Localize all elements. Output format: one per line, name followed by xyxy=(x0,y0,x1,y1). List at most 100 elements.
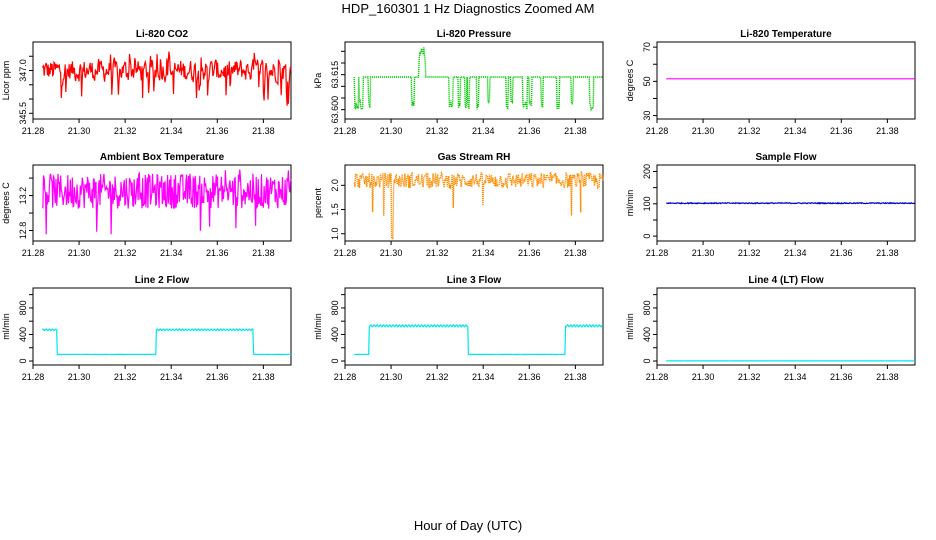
y-tick-label: 0 xyxy=(642,234,652,239)
x-axis-title: Hour of Day (UTC) xyxy=(413,518,523,533)
y-axis-label: Licor ppm xyxy=(1,61,11,101)
y-tick-label: 800 xyxy=(642,300,652,315)
panel-title: Li-820 Pressure xyxy=(437,29,512,40)
x-tick-label: 21.30 xyxy=(692,248,715,258)
x-tick-label: 21.32 xyxy=(426,248,449,258)
x-tick-label: 21.30 xyxy=(68,248,91,258)
y-axis-label: ml/min xyxy=(1,313,11,340)
x-tick-label: 21.30 xyxy=(68,126,91,136)
x-tick-label: 21.30 xyxy=(68,372,91,382)
panel-frame xyxy=(344,164,604,242)
x-tick-label: 21.32 xyxy=(114,126,137,136)
x-tick-label: 21.32 xyxy=(426,126,449,136)
x-tick-label: 21.38 xyxy=(564,248,587,258)
x-tick-label: 21.34 xyxy=(472,248,495,258)
x-tick-label: 21.28 xyxy=(334,126,357,136)
x-tick-label: 21.28 xyxy=(646,126,669,136)
x-tick-label: 21.34 xyxy=(160,126,183,136)
panel-frame xyxy=(32,287,292,366)
x-tick-label: 21.34 xyxy=(784,126,807,136)
x-tick-label: 21.34 xyxy=(784,372,807,382)
x-tick-label: 21.38 xyxy=(564,372,587,382)
series-line xyxy=(354,323,604,356)
x-tick-label: 21.36 xyxy=(518,372,541,382)
y-tick-label: 0 xyxy=(642,359,652,364)
panel-title: Line 2 Flow xyxy=(135,275,190,286)
y-tick-label: 12.8 xyxy=(18,222,28,240)
y-axis-label: degrees C xyxy=(625,59,635,101)
y-axis-label: degrees C xyxy=(1,182,11,224)
panel-title: Ambient Box Temperature xyxy=(100,152,225,163)
x-tick-label: 21.32 xyxy=(738,372,761,382)
x-tick-label: 21.28 xyxy=(646,248,669,258)
x-tick-label: 21.32 xyxy=(114,372,137,382)
x-tick-label: 21.38 xyxy=(876,372,899,382)
panel-title: Li-820 Temperature xyxy=(740,29,832,40)
panel-title: Line 3 Flow xyxy=(447,275,502,286)
panel-title: Gas Stream RH xyxy=(438,152,511,163)
x-tick-label: 21.32 xyxy=(738,248,761,258)
x-tick-label: 21.28 xyxy=(646,372,669,382)
y-axis-label: ml/min xyxy=(313,313,323,340)
y-tick-label: 50 xyxy=(642,76,652,86)
x-tick-label: 21.28 xyxy=(334,248,357,258)
x-tick-label: 21.28 xyxy=(334,372,357,382)
y-tick-label: 2.0 xyxy=(330,179,340,192)
y-tick-label: 0 xyxy=(330,359,340,364)
x-tick-label: 21.28 xyxy=(22,248,45,258)
y-tick-label: 400 xyxy=(330,327,340,342)
series-line xyxy=(666,201,916,205)
x-tick-label: 21.34 xyxy=(472,372,495,382)
x-tick-label: 21.30 xyxy=(692,126,715,136)
x-tick-label: 21.38 xyxy=(876,248,899,258)
x-tick-label: 21.38 xyxy=(564,126,587,136)
x-tick-label: 21.32 xyxy=(426,372,449,382)
y-axis-label: kPa xyxy=(313,73,323,89)
series-line xyxy=(41,328,292,356)
y-tick-label: 400 xyxy=(18,327,28,342)
series-line xyxy=(353,170,604,240)
x-tick-label: 21.30 xyxy=(692,372,715,382)
y-tick-label: 63.615 xyxy=(330,61,340,89)
series-line xyxy=(353,47,603,112)
x-tick-label: 21.36 xyxy=(206,126,229,136)
y-tick-label: 63.600 xyxy=(330,96,340,124)
y-tick-label: 70 xyxy=(642,42,652,52)
panel-frame xyxy=(656,41,916,120)
y-tick-label: 400 xyxy=(642,327,652,342)
y-tick-label: 1.0 xyxy=(330,227,340,240)
x-tick-label: 21.36 xyxy=(206,372,229,382)
x-tick-label: 21.36 xyxy=(518,248,541,258)
y-tick-label: 0 xyxy=(18,359,28,364)
x-tick-label: 21.32 xyxy=(738,126,761,136)
panel-frame xyxy=(656,287,916,366)
y-tick-label: 800 xyxy=(18,300,28,315)
x-tick-label: 21.28 xyxy=(22,126,45,136)
panel-frame xyxy=(344,41,604,120)
x-tick-label: 21.30 xyxy=(380,126,403,136)
panel-frame xyxy=(344,287,604,366)
y-tick-label: 347.0 xyxy=(18,59,28,82)
x-tick-label: 21.36 xyxy=(830,126,853,136)
y-axis-label: ml/min xyxy=(625,190,635,217)
y-tick-label: 30 xyxy=(642,111,652,121)
x-tick-label: 21.34 xyxy=(784,248,807,258)
x-tick-label: 21.32 xyxy=(114,248,137,258)
panel-title: Sample Flow xyxy=(755,152,816,163)
panel-title: Li-820 CO2 xyxy=(136,29,189,40)
y-axis-label: percent xyxy=(313,187,323,218)
y-tick-label: 100 xyxy=(642,196,652,211)
panel-frame xyxy=(32,164,292,242)
x-tick-label: 21.38 xyxy=(252,372,275,382)
x-tick-label: 21.36 xyxy=(518,126,541,136)
x-tick-label: 21.38 xyxy=(252,248,275,258)
x-tick-label: 21.34 xyxy=(472,126,495,136)
figure-title: HDP_160301 1 Hz Diagnostics Zoomed AM xyxy=(341,1,595,16)
x-tick-label: 21.36 xyxy=(830,248,853,258)
series-line xyxy=(41,169,292,235)
x-tick-label: 21.36 xyxy=(830,372,853,382)
y-tick-label: 13.2 xyxy=(18,187,28,205)
y-tick-label: 200 xyxy=(642,164,652,179)
x-tick-label: 21.30 xyxy=(380,372,403,382)
